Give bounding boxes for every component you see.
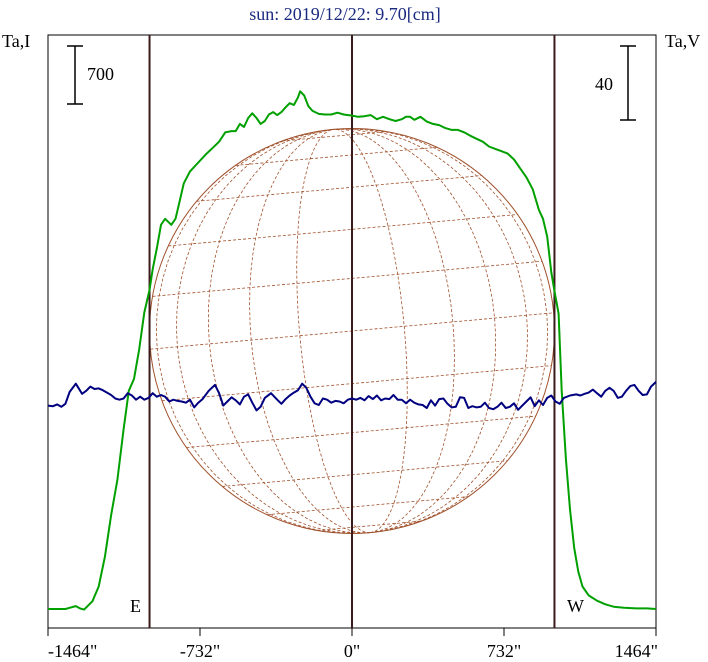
disk-parallel: [168, 214, 518, 247]
disk-parallel: [152, 260, 543, 297]
disk-parallel: [317, 520, 422, 531]
x-tick-label: -732": [180, 641, 220, 661]
series-line-1: [47, 381, 657, 412]
disk-parallel: [282, 131, 387, 142]
right-axis-label: Ta,V: [665, 31, 700, 51]
series-line-0: [48, 90, 657, 611]
x-tick-label: 0": [344, 641, 360, 661]
chart-title: sun: 2019/12/22: 9.70[cm]: [249, 4, 441, 24]
x-axis-ticks: -1464" -732" 0" 732" 1464": [47, 628, 658, 661]
disk-parallel: [196, 175, 482, 202]
vertical-reference-lines: [148, 35, 556, 628]
disk-meridian: [333, 128, 497, 533]
west-limb-label: W: [567, 596, 584, 616]
disk-meridian: [333, 129, 408, 533]
east-limb-label: E: [130, 596, 141, 616]
right-scale-bar: [620, 45, 636, 121]
x-tick-label: -1464": [48, 641, 97, 661]
disk-meridian: [155, 129, 371, 534]
disk-parallel: [186, 415, 536, 448]
disk-parallel: [222, 460, 508, 487]
disk-meridian: [176, 129, 371, 534]
left-scale-label: 700: [87, 64, 114, 84]
disk-meridian: [333, 128, 528, 533]
left-scale-bar: [67, 45, 83, 105]
disk-meridian: [333, 128, 549, 533]
disk-meridian: [296, 129, 371, 533]
series-layer: [47, 90, 657, 611]
right-scale-label: 40: [595, 74, 613, 94]
disk-parallel: [161, 365, 552, 402]
disk-parallel: [235, 146, 438, 166]
left-axis-label: Ta,I: [2, 31, 30, 51]
x-tick-label: 1464": [615, 641, 658, 661]
disk-parallel: [266, 496, 469, 516]
x-tick-label: 732": [487, 641, 521, 661]
